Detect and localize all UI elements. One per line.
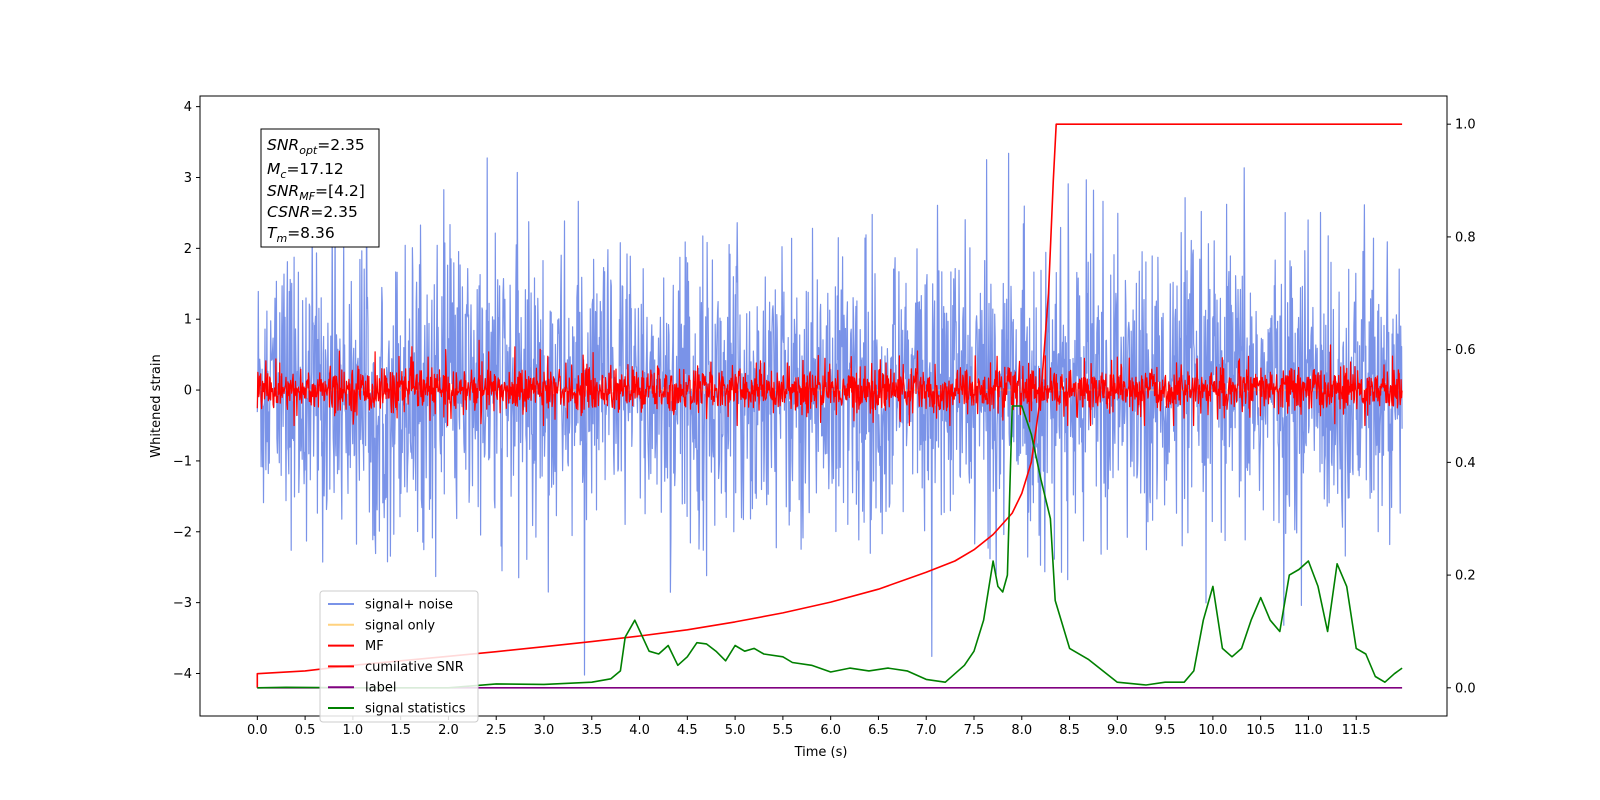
legend: signal+ noise signal only MF cumilative SNR…: [319, 590, 479, 723]
y2-tick-label: 1.0: [1455, 118, 1476, 133]
x-tick-label: 4.0: [629, 723, 650, 738]
legend-label: signal+ noise: [365, 598, 453, 613]
y-axis-label: Whitened strain: [149, 354, 164, 457]
legend-label: MF: [365, 639, 384, 654]
x-tick-label: 2.0: [438, 723, 459, 738]
annotation-mc: Mc=17.12: [267, 160, 344, 181]
legend-label: cumilative SNR: [365, 660, 464, 675]
y2-tick-label: 0.8: [1455, 230, 1476, 245]
x-tick-label: 11.0: [1294, 723, 1323, 738]
x-tick-label: 4.5: [677, 723, 698, 738]
annotation-snr-mf: SNRMF=[4.2]: [267, 182, 365, 203]
x-tick-label: 8.5: [1059, 723, 1080, 738]
y2-tick-label: 0.2: [1455, 569, 1476, 584]
x-tick-label: 6.5: [868, 723, 889, 738]
y-tick-label: 0: [184, 384, 192, 399]
y-tick-label: 4: [184, 100, 192, 115]
x-tick-label: 7.0: [916, 723, 937, 738]
x-tick-label: 0.5: [295, 723, 316, 738]
y-tick-label: −4: [173, 667, 192, 682]
y-tick-label: −2: [173, 525, 192, 540]
y2-tick-label: 0.0: [1455, 681, 1476, 696]
legend-box: [319, 590, 479, 723]
y-tick-label: 1: [184, 313, 192, 328]
x-tick-label: 10.5: [1246, 723, 1275, 738]
y-axis-left: 4 3 2 1 0 −1 −2 −3 −4: [173, 100, 200, 682]
x-tick-label: 5.5: [773, 723, 794, 738]
x-tick-label: 11.5: [1342, 723, 1371, 738]
series-line-mf: [256, 339, 1403, 427]
x-tick-label: 2.5: [486, 723, 507, 738]
y-tick-label: 2: [184, 242, 192, 257]
x-tick-label: 10.0: [1198, 723, 1227, 738]
y2-tick-label: 0.4: [1455, 456, 1476, 471]
x-tick-label: 1.5: [390, 723, 411, 738]
x-axis: 0.0 0.5 1.0 1.5 2.0 2.5 3.0 3.5 4.0 4.5 5.0 5.5 6.0 6…: [247, 716, 1371, 738]
x-axis-label: Time (s): [794, 745, 848, 760]
y-tick-label: −1: [173, 454, 192, 469]
annotation-snr-opt: SNRopt=2.35: [267, 136, 365, 157]
x-tick-label: 0.0: [247, 723, 268, 738]
legend-items: signal+ noise signal only MF cumilative SNR…: [328, 598, 466, 717]
y-tick-label: −3: [173, 596, 192, 611]
y-axis-right: 1.0 0.8 0.6 0.4 0.2 0.0: [1447, 118, 1476, 696]
annotation-box: [260, 128, 380, 248]
x-tick-label: 1.0: [343, 723, 364, 738]
plot-frame: [199, 95, 1448, 717]
x-tick-label: 9.5: [1155, 723, 1176, 738]
x-tick-label: 3.5: [581, 723, 602, 738]
x-tick-label: 9.0: [1107, 723, 1128, 738]
x-tick-label: 7.5: [964, 723, 985, 738]
series-line-signal-statistics: [257, 405, 1403, 689]
annotation-csnr: CSNR=2.35: [267, 203, 358, 221]
annotation-tm: Tm=8.36: [267, 224, 335, 245]
x-tick-label: 5.0: [725, 723, 746, 738]
stats-annotation: SNRopt=2.35 Mc=17.12 SNRMF=[4.2] CSNR=2.…: [260, 128, 380, 248]
legend-label: label: [365, 681, 396, 696]
x-tick-label: 6.0: [820, 723, 841, 738]
legend-label: signal only: [365, 618, 435, 633]
x-tick-label: 3.0: [534, 723, 555, 738]
x-tick-label: 8.0: [1011, 723, 1032, 738]
legend-label: signal statistics: [365, 702, 466, 717]
y2-tick-label: 0.6: [1455, 343, 1476, 358]
y-tick-label: 3: [184, 171, 192, 186]
